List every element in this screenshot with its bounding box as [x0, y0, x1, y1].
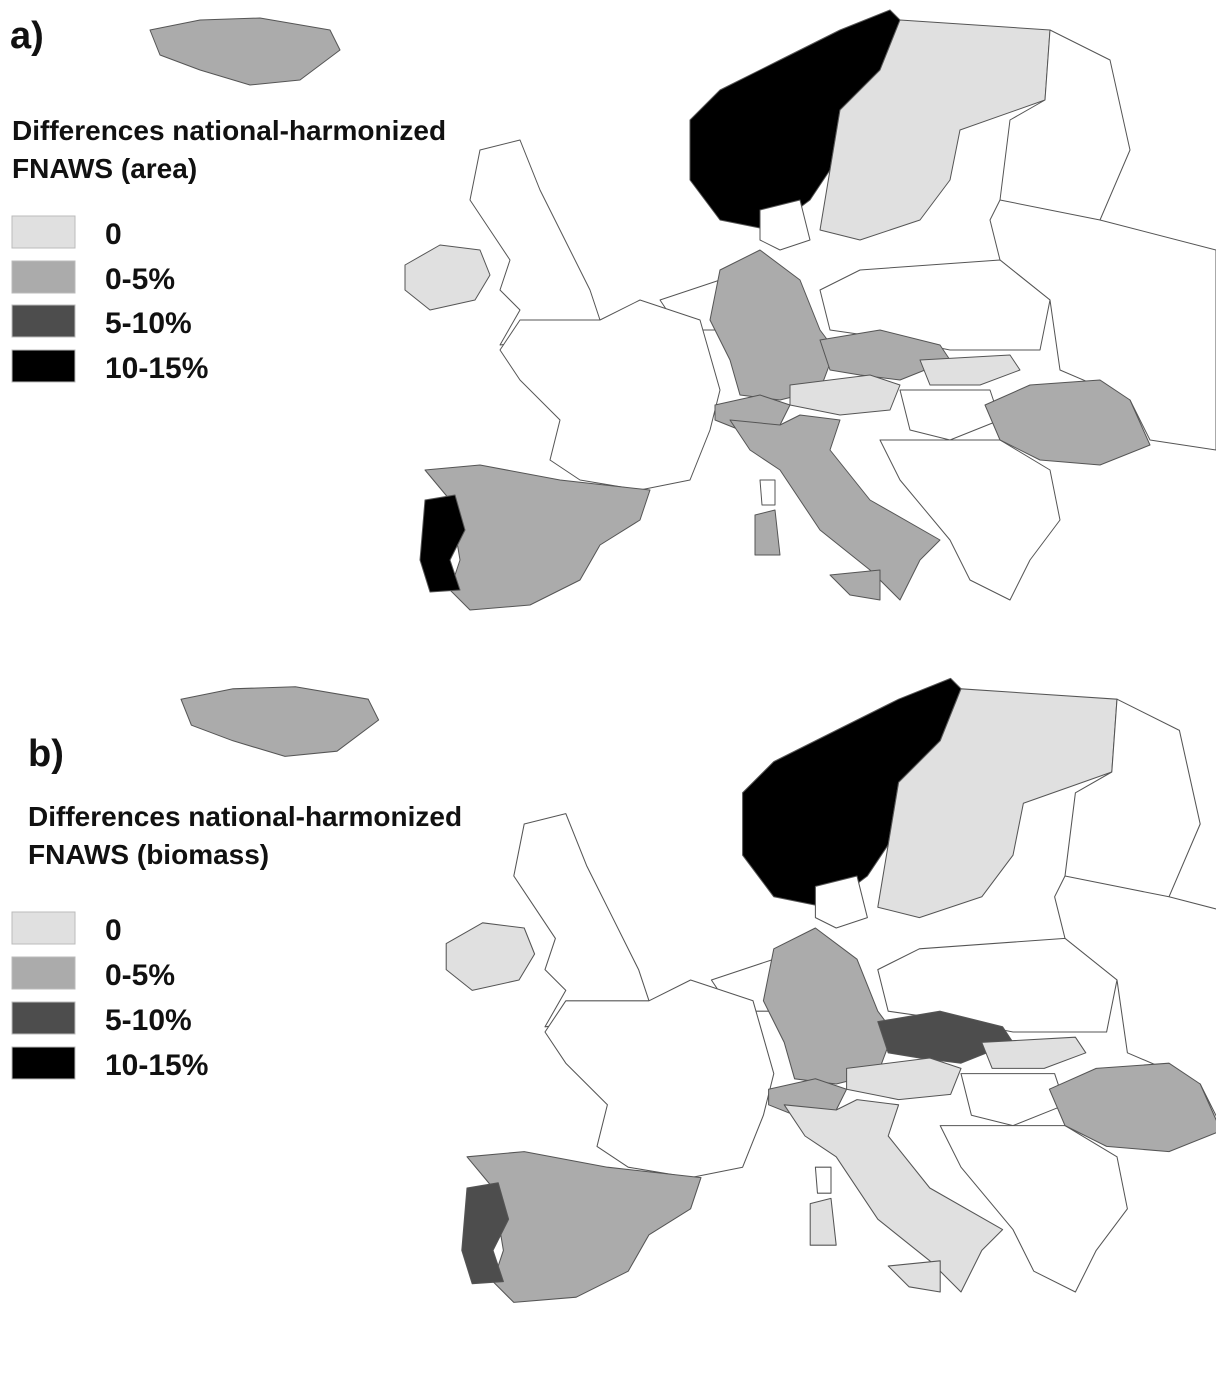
- legend-label: 10-15%: [105, 352, 208, 385]
- panel: b) Differences national-harmonized FNAWS (…: [11, 677, 1216, 1303]
- country: [814, 875, 868, 929]
- country: [829, 569, 881, 601]
- country: [814, 1166, 832, 1194]
- country: [819, 259, 1051, 351]
- country: [919, 354, 1021, 386]
- country: [544, 979, 775, 1179]
- country: [445, 922, 536, 991]
- legend-label: 0: [105, 914, 122, 947]
- country: [899, 389, 1001, 441]
- country: [419, 494, 466, 593]
- country: [783, 1099, 1004, 1293]
- country: [149, 17, 341, 86]
- country: [729, 414, 941, 601]
- panel-label: a): [10, 15, 44, 57]
- legend-swatch: [11, 215, 76, 249]
- legend-label: 0-5%: [105, 959, 175, 992]
- panel-label: b): [28, 733, 64, 775]
- country: [759, 199, 811, 251]
- map: [149, 9, 1216, 611]
- legend-swatch: [11, 349, 76, 383]
- country: [1048, 1062, 1216, 1153]
- country: [759, 479, 776, 506]
- panel: a) Differences national-harmonized FNAWS (…: [10, 9, 1216, 611]
- country: [754, 509, 781, 556]
- country: [981, 1036, 1087, 1069]
- country: [762, 927, 894, 1085]
- country: [404, 244, 491, 311]
- country: [424, 464, 651, 611]
- legend-swatch: [11, 1046, 76, 1080]
- country: [960, 1073, 1066, 1127]
- country: [809, 1197, 837, 1246]
- legend-title: FNAWS (area): [12, 153, 197, 184]
- legend-label: 0-5%: [105, 263, 175, 296]
- legend-swatch: [11, 304, 76, 338]
- legend-title: FNAWS (biomass): [28, 839, 269, 870]
- legend-swatch: [11, 260, 76, 294]
- country: [461, 1182, 510, 1285]
- legend-swatch: [11, 956, 76, 990]
- legend-title: Differences national-harmonized: [28, 801, 462, 832]
- country: [709, 249, 836, 401]
- country: [499, 299, 721, 491]
- country: [939, 1125, 1128, 1293]
- country: [984, 379, 1151, 466]
- legend-swatch: [11, 1001, 76, 1035]
- legend-title: Differences national-harmonized: [12, 115, 446, 146]
- map: [180, 677, 1216, 1303]
- country: [469, 139, 601, 346]
- legend-label: 0: [105, 218, 122, 251]
- country: [466, 1151, 702, 1303]
- legend-label: 10-15%: [105, 1049, 208, 1082]
- legend-label: 5-10%: [105, 307, 192, 340]
- country: [180, 686, 380, 757]
- country: [879, 439, 1061, 601]
- country: [887, 1260, 941, 1293]
- legend-label: 5-10%: [105, 1004, 192, 1037]
- legend-swatch: [11, 911, 76, 945]
- country: [877, 937, 1118, 1033]
- country: [513, 813, 650, 1028]
